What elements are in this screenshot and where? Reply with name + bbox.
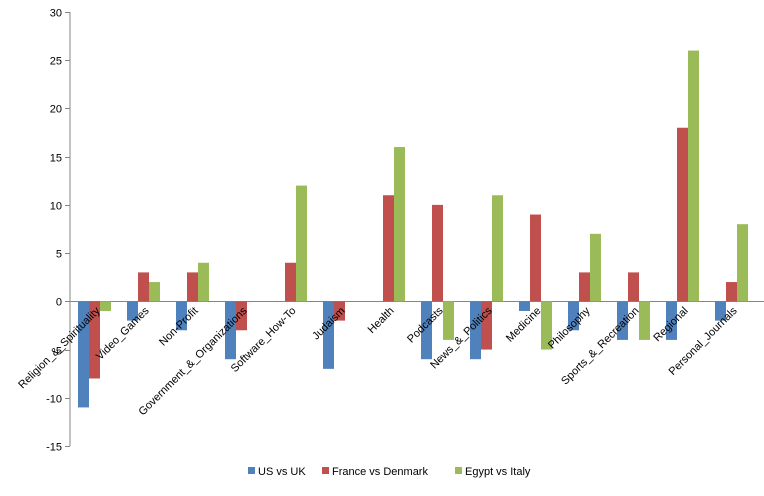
bar <box>481 301 492 350</box>
bars <box>78 50 748 408</box>
bar <box>187 272 198 302</box>
bar <box>666 301 677 340</box>
legend-label: Egypt vs Italy <box>465 466 531 478</box>
bar <box>394 147 405 302</box>
bar <box>737 224 748 302</box>
bar <box>149 282 160 302</box>
y-tick-label: 5 <box>56 249 62 261</box>
bar <box>677 127 688 302</box>
bar <box>78 301 89 408</box>
bar <box>323 301 334 369</box>
bar <box>138 272 149 302</box>
category-label: Health <box>366 305 397 336</box>
bar <box>89 301 100 379</box>
bar <box>225 301 236 360</box>
bar <box>198 262 209 302</box>
legend: US vs UK France vs Denmark Egypt vs Italy <box>248 466 531 478</box>
bar <box>383 195 394 302</box>
y-tick-label: -15 <box>46 442 62 454</box>
bar <box>100 301 111 311</box>
bar <box>236 301 247 331</box>
legend-label: France vs Denmark <box>332 466 428 478</box>
legend-swatch <box>248 467 255 474</box>
category-label: Video_Games <box>94 305 152 363</box>
bar <box>628 272 639 302</box>
bar <box>443 301 454 340</box>
bar <box>726 282 737 302</box>
y-tick-labels: 30 25 20 15 10 5 0 -5 -10 -15 <box>46 8 62 454</box>
bar <box>492 195 503 302</box>
bar <box>688 50 699 302</box>
bar <box>590 233 601 302</box>
y-tick-label: -10 <box>46 394 62 406</box>
legend-swatch <box>455 467 462 474</box>
bar <box>421 301 432 360</box>
bar <box>127 301 138 321</box>
legend-label: US vs UK <box>258 466 306 478</box>
bar <box>285 262 296 302</box>
y-tick-label: 30 <box>50 8 62 20</box>
bar <box>579 272 590 302</box>
bar <box>519 301 530 311</box>
bar <box>541 301 552 350</box>
y-tick-label: 25 <box>50 56 62 68</box>
bar <box>639 301 650 340</box>
legend-swatch <box>322 467 329 474</box>
bar <box>470 301 481 360</box>
bar <box>432 204 443 302</box>
bar <box>568 301 579 331</box>
bar <box>334 301 345 321</box>
y-tick-label: 15 <box>50 153 62 165</box>
bar <box>715 301 726 321</box>
y-tick-label: 0 <box>56 297 62 309</box>
y-tick-label: 10 <box>50 201 62 213</box>
y-tick-label: -5 <box>52 346 62 358</box>
bar <box>530 214 541 302</box>
bar <box>296 185 307 302</box>
y-tick-label: 20 <box>50 104 62 116</box>
bar <box>617 301 628 340</box>
bar <box>176 301 187 331</box>
